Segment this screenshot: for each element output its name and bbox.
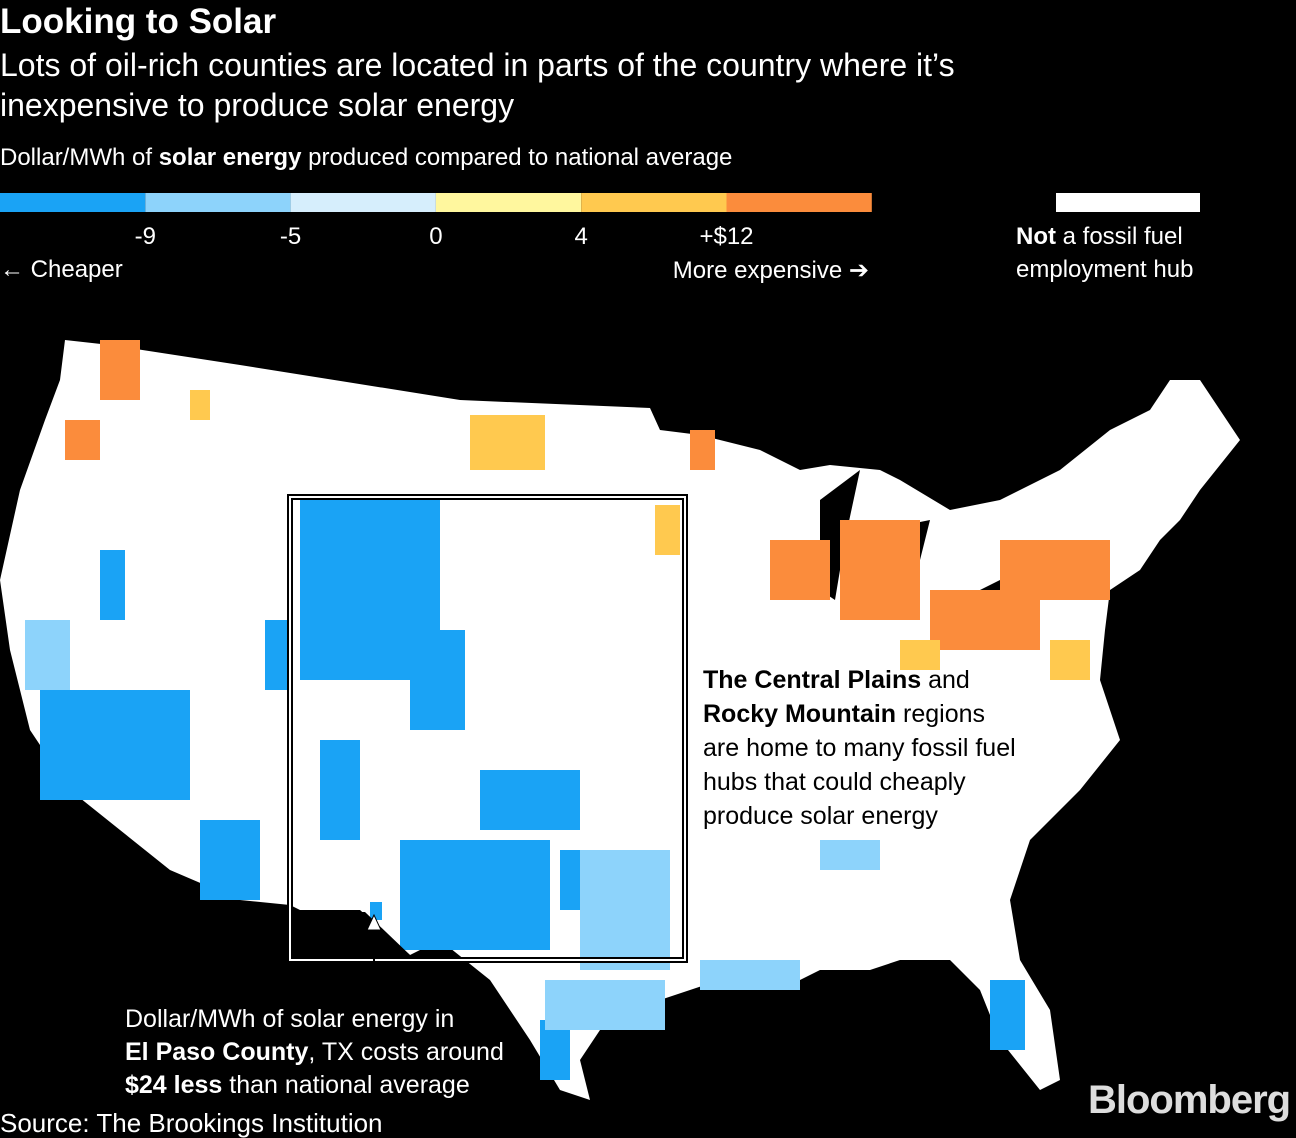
annotation-line: $24 less than national average	[125, 1069, 504, 1102]
brand: Bloomberg	[1088, 1078, 1291, 1122]
annotation-line: El Paso County, TX costs around	[125, 1036, 504, 1069]
legend-tick-label: -5	[279, 223, 302, 250]
pointer-arrow	[366, 913, 382, 931]
mid-expensive-regions	[190, 390, 1090, 680]
title: Looking to Solar	[0, 2, 277, 41]
mexico-cut	[295, 912, 410, 955]
text: and	[921, 666, 970, 694]
text: than national average	[222, 1071, 470, 1099]
legend-swatch	[0, 193, 146, 212]
text: regions	[896, 700, 986, 728]
legend-tick-label: 4	[574, 223, 588, 250]
annotation-line: Rocky Mountain regions	[703, 697, 1016, 731]
legend-swatch	[726, 193, 872, 212]
legend-tick-label: -9	[134, 223, 156, 250]
legend-swatch	[581, 193, 727, 212]
legend-title: Dollar/MWh of solar energy produced comp…	[0, 144, 732, 172]
text: El Paso County	[125, 1038, 309, 1066]
annotation-line: Dollar/MWh of solar energy in	[125, 1003, 504, 1036]
cheap-regions	[40, 500, 1025, 1080]
legend-note: More expensive ➔	[672, 257, 869, 284]
focus-box-inner	[289, 496, 686, 961]
annotation-line: The Central Plains and	[703, 663, 1016, 697]
great-lakes	[820, 470, 1050, 615]
annotation-line: produce solar energy	[703, 799, 1016, 833]
legend-note: ← Cheaper	[0, 256, 123, 283]
legend-bar	[0, 193, 872, 212]
source: Source: The Brookings Institution	[0, 1108, 383, 1138]
legend-note: employment hub	[1016, 256, 1194, 283]
legend-note: Not a fossil fuel	[1016, 223, 1183, 251]
legend-swatch	[145, 193, 291, 212]
text: produce solar energy	[703, 802, 938, 830]
annotation-line: are home to many fossil fuel	[703, 731, 1016, 765]
text: Rocky Mountain	[703, 700, 897, 728]
expensive-regions	[65, 340, 1110, 650]
subtitle: inexpensive to produce solar energy	[0, 87, 515, 123]
legend-swatch	[435, 193, 582, 212]
annotation: Dollar/MWh of solar energy in El Paso Cou…	[125, 1003, 504, 1102]
text: hubs that could cheaply	[703, 768, 966, 796]
legend-tick-label: 0	[429, 223, 443, 250]
text: Not	[1016, 223, 1056, 250]
text: The Central Plains	[703, 666, 922, 694]
annotation: The Central Plains and Rocky Mountain reg…	[703, 663, 1016, 833]
not-hub-swatch	[1056, 193, 1200, 212]
legend-tick-label: +$12	[699, 223, 754, 250]
text: a fossil fuel	[1055, 223, 1183, 250]
text: Dollar/MWh of	[0, 144, 159, 171]
subtitle: Lots of oil-rich counties are located in…	[0, 47, 955, 83]
text: Dollar/MWh of solar energy in	[125, 1005, 455, 1033]
text: $24 less	[125, 1071, 223, 1099]
legend-swatch	[290, 193, 436, 212]
mid-cheap-regions	[25, 620, 880, 1030]
text: , TX costs around	[308, 1038, 504, 1066]
text: produced compared to national average	[301, 144, 733, 171]
text: are home to many fossil fuel	[703, 734, 1016, 762]
text: solar energy	[158, 144, 302, 171]
annotation-line: hubs that could cheaply	[703, 765, 1016, 799]
